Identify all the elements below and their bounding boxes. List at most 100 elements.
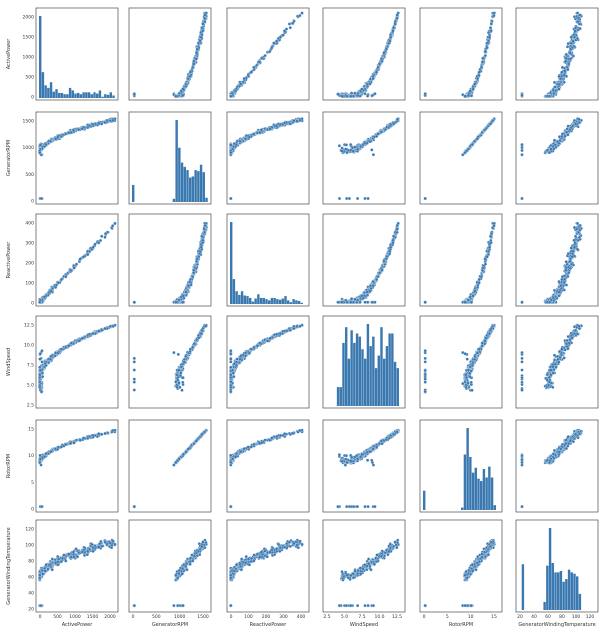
scatter-point	[80, 127, 84, 131]
scatter-point	[374, 277, 379, 282]
panel-frame	[35, 7, 119, 101]
scatter-point	[363, 141, 367, 145]
hist-bar	[58, 92, 61, 98]
scatter-point	[520, 142, 524, 147]
hist-bar	[240, 291, 244, 304]
hist-bar	[93, 92, 96, 98]
scatter-point	[368, 82, 372, 86]
scatter-point	[480, 130, 484, 135]
scatter-point	[353, 297, 357, 302]
scatter-point	[365, 94, 370, 98]
panel-r2-c0	[35, 213, 119, 307]
scatter-point	[473, 82, 477, 86]
panel-r0-c4	[419, 7, 503, 101]
hist-bar	[44, 85, 47, 98]
scatter-point	[246, 73, 250, 78]
scatter-point	[249, 70, 253, 74]
scatter-point	[487, 35, 492, 39]
scatter-point	[377, 62, 382, 66]
scatter-point	[473, 289, 477, 293]
scatter-point	[389, 35, 393, 39]
hist-bar	[175, 120, 178, 202]
scatter-point	[391, 122, 396, 126]
scatter-point	[470, 142, 474, 147]
scatter-point	[391, 241, 395, 245]
scatter-point	[69, 268, 73, 273]
scatter-point	[370, 148, 374, 152]
scatter-point	[395, 13, 399, 17]
scatter-point	[463, 94, 467, 98]
hist-bar	[191, 176, 195, 202]
scatter-point	[349, 91, 354, 95]
scatter-point	[552, 91, 556, 96]
scatter-point	[91, 122, 95, 127]
hist-bar	[55, 89, 58, 98]
hist-bar	[249, 297, 252, 304]
scatter-point	[345, 300, 349, 304]
panel-r1-c4	[419, 111, 503, 205]
hist-bar	[87, 92, 91, 98]
scatter-point	[337, 144, 342, 148]
scatter-point	[360, 87, 364, 91]
scatter-point	[69, 130, 73, 135]
hist-bar	[243, 295, 246, 304]
scatter-point	[201, 22, 205, 26]
scatter-point	[111, 224, 115, 228]
panel-r0-c1	[128, 7, 212, 101]
scatter-point	[355, 93, 360, 98]
scatter-point	[355, 298, 360, 302]
scatter-point	[203, 19, 207, 24]
scatter-point	[552, 147, 556, 151]
scatter-point	[370, 93, 375, 98]
scatter-point	[202, 230, 207, 235]
scatter-point	[87, 249, 92, 254]
hist-bar	[262, 297, 265, 304]
hist-bar	[106, 94, 110, 98]
hist-bar	[104, 94, 107, 98]
scatter-point	[373, 92, 377, 96]
scatter-point	[344, 143, 349, 147]
scatter-point	[188, 70, 193, 74]
scatter-point	[234, 142, 239, 147]
scatter-point	[111, 118, 115, 123]
scatter-point	[282, 29, 287, 33]
y-tick-label: 300	[25, 241, 34, 247]
hist-bar	[246, 296, 249, 304]
scatter-point	[349, 94, 353, 98]
scatter-point	[568, 47, 573, 51]
y-tick-label: 500	[25, 75, 34, 81]
scatter-point	[74, 262, 79, 266]
scatter-point	[569, 35, 573, 39]
scatter-point	[103, 231, 108, 236]
scatter-point	[374, 70, 379, 74]
scatter-point	[281, 33, 285, 37]
hist-bar	[96, 93, 99, 98]
scatter-point	[351, 149, 355, 153]
scatter-point	[103, 120, 107, 125]
scatter-point	[100, 122, 104, 126]
scatter-point	[485, 46, 489, 50]
scatter-point	[282, 121, 287, 125]
hist-bar	[41, 72, 45, 98]
scatter-point	[466, 93, 470, 98]
scatter-point	[132, 300, 136, 304]
hist-bar	[183, 166, 186, 202]
scatter-point	[198, 39, 202, 43]
scatter-point	[340, 300, 344, 304]
scatter-point	[93, 242, 97, 246]
scatter-point	[551, 88, 556, 92]
scatter-point	[547, 94, 552, 98]
hist-bar	[300, 302, 303, 304]
scatter-point	[365, 290, 369, 294]
scatter-point	[291, 21, 295, 26]
scatter-point	[380, 59, 384, 63]
hist-bar	[63, 94, 66, 98]
scatter-point	[368, 139, 372, 144]
scatter-point	[395, 117, 400, 121]
hist-bar	[202, 172, 205, 202]
scatter-point	[384, 47, 389, 51]
scatter-point	[371, 76, 375, 81]
hist-bar	[47, 87, 50, 98]
scatter-point	[355, 196, 360, 201]
scatter-point	[382, 51, 386, 55]
